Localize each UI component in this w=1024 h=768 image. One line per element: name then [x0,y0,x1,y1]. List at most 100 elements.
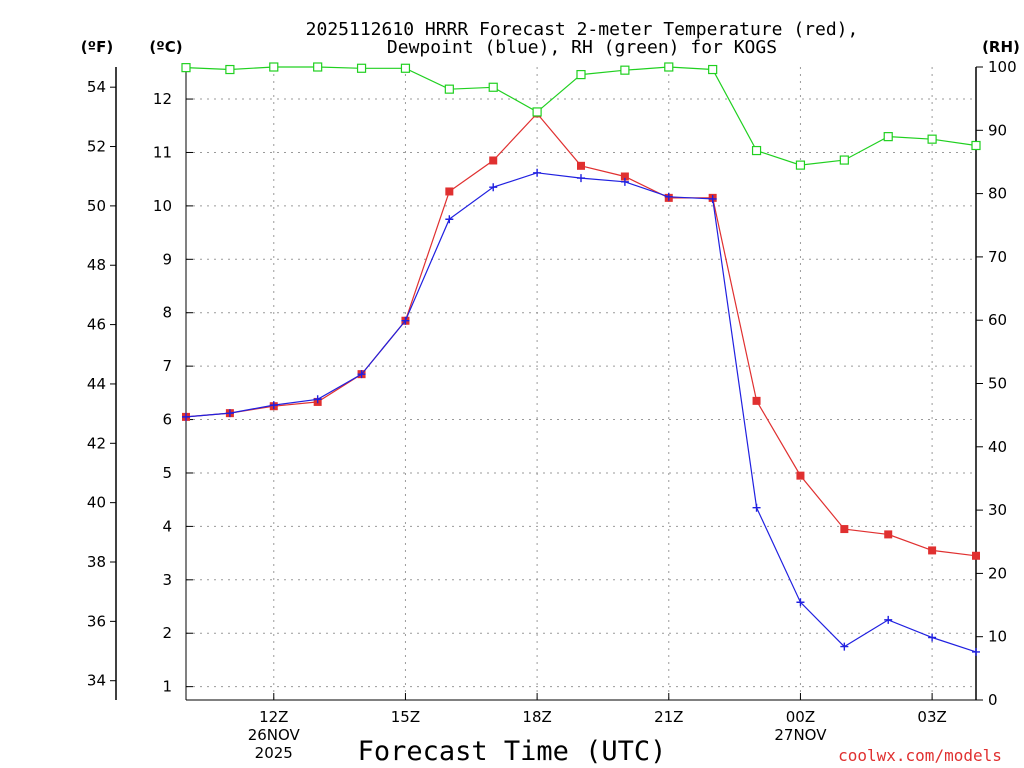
dewpoint-point [840,642,849,651]
rh-point [269,62,279,72]
dewpoint-point [708,194,717,203]
grid-layer [186,67,976,700]
dewpoint-point [884,615,893,624]
x-tick-date: 26NOV [248,726,301,744]
rh-point [225,64,235,75]
fahrenheit-tick-label: 50 [87,197,106,215]
dewpoint-point [928,633,937,642]
rh-tick-label: 60 [988,311,1007,329]
rh-tick-label: 40 [988,438,1007,456]
temperature-point [577,161,585,170]
rh-point [356,63,367,73]
celsius-tick-label: 12 [153,90,172,108]
temperature-point [972,551,980,560]
rh-point [795,160,806,170]
dewpoint-point [401,316,410,325]
rh-tick-label: 90 [988,121,1007,139]
dewpoint-point [620,177,629,186]
x-tick-label: 18Z [522,708,551,726]
fahrenheit-tick-label: 40 [87,494,106,512]
axes-layer [110,66,983,701]
celsius-tick-label: 8 [162,304,172,322]
dewpoint-point [796,598,805,607]
rh-point [751,145,762,156]
rh-point [576,69,586,80]
rh-point [181,63,191,73]
x-tick-label: 21Z [654,708,683,726]
dewpoint-point [577,174,585,183]
dewpoint-point [225,409,234,418]
rh-point [444,84,454,94]
credit-text: coolwx.com/models [838,746,1002,765]
dewpoint-point [445,215,454,224]
dewpoint-point [182,412,190,421]
fahrenheit-tick-label: 46 [87,316,106,334]
x-tick-label: 12Z [259,708,288,726]
celsius-tick-label: 9 [162,250,172,268]
rh-point [400,63,411,73]
rh-tick-label: 50 [988,375,1007,393]
fahrenheit-tick-label: 38 [87,553,106,571]
unit-celsius-label: (ºC) [149,38,182,56]
rh-tick-label: 30 [988,501,1007,519]
chart-title-line1: 2025112610 HRRR Forecast 2-meter Tempera… [306,19,859,40]
celsius-tick-label: 6 [162,411,172,429]
unit-rh-label: (RH) [982,38,1020,56]
dewpoint-point [269,401,278,410]
temperature-point [928,546,937,555]
rh-point [971,140,981,151]
celsius-tick-label: 1 [162,678,172,696]
celsius-tick-label: 7 [162,357,172,375]
fahrenheit-tick-label: 54 [87,78,106,96]
temperature-point [796,471,805,480]
x-tick-year: 2025 [255,744,293,762]
rh-tick-label: 100 [988,58,1017,76]
fahrenheit-tick-label: 52 [87,138,106,156]
dewpoint-point [533,168,542,177]
rh-tick-label: 0 [988,691,998,709]
x-tick-label: 00Z [786,708,815,726]
rh-point [927,134,937,144]
series-layer [181,62,981,656]
chart-title-line2: Dewpoint (blue), RH (green) for KOGS [387,37,777,58]
temperature-point [752,396,761,405]
rh-tick-label: 70 [988,248,1007,266]
rh-tick-label: 20 [988,564,1007,582]
fahrenheit-tick-label: 42 [87,434,106,452]
fahrenheit-tick-label: 44 [87,375,106,393]
celsius-tick-label: 11 [153,143,172,161]
celsius-tick-label: 4 [162,517,172,535]
dewpoint-point [313,395,322,404]
celsius-tick-label: 5 [162,464,172,482]
celsius-tick-label: 3 [162,571,172,589]
rh-point [883,132,893,142]
fahrenheit-tick-label: 34 [87,672,106,690]
rh-point [532,107,542,117]
temperature-point [884,530,893,539]
dewpoint-line [185,172,977,653]
dewpoint-point [489,183,498,192]
temperature-point [489,156,498,165]
celsius-tick-label: 2 [162,624,172,642]
rh-tick-label: 10 [988,628,1007,646]
x-tick-date: 27NOV [774,726,827,744]
dewpoint-point [357,370,366,379]
temperature-point [620,172,629,181]
celsius-tick-label: 10 [153,197,172,215]
fahrenheit-tick-label: 36 [87,612,106,630]
x-tick-label: 15Z [391,708,420,726]
rh-line [185,66,977,166]
temperature-point [840,525,849,534]
rh-point [664,62,674,72]
fahrenheit-tick-label: 48 [87,256,106,274]
rh-point [839,155,849,165]
x-axis-title: Forecast Time (UTC) [358,736,667,767]
rh-tick-label: 80 [988,185,1007,203]
dewpoint-point [664,192,673,201]
x-tick-label: 03Z [917,708,946,726]
unit-fahrenheit-label: (ºF) [81,38,113,56]
temperature-point [445,187,454,196]
rh-point [488,82,498,92]
